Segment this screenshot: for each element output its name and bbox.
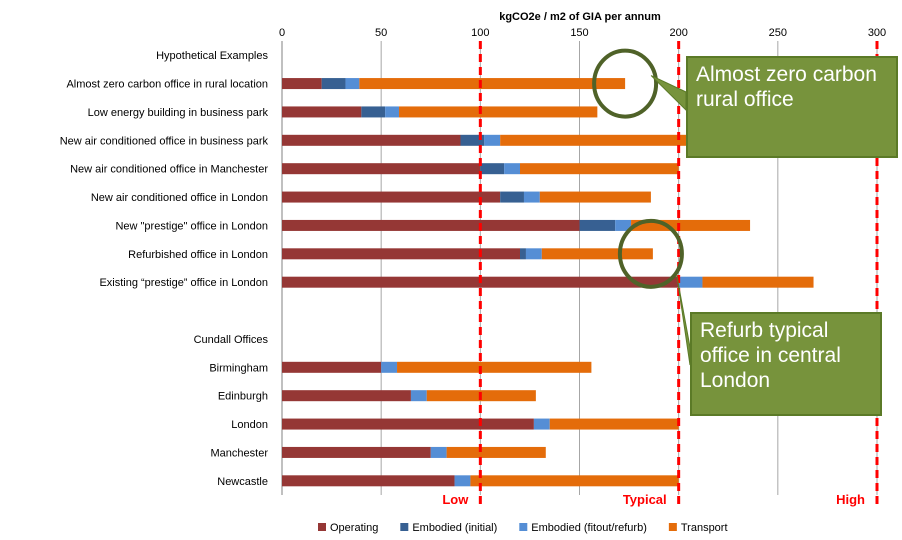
- bar-segment-operating: [282, 106, 362, 118]
- legend-label: Embodied (fitout/refurb): [531, 522, 647, 534]
- reference-lines: Low Typical High: [442, 41, 879, 508]
- bar-segment-transport: [500, 134, 713, 146]
- bar-segment-embodied-initial-: [579, 219, 616, 231]
- bar-segment-embodied-fitout-refurb-: [678, 276, 703, 288]
- category-label: Existing “prestige” office in London: [99, 277, 268, 289]
- bar-segment-transport: [631, 219, 751, 231]
- reference-label-typical: Typical: [623, 492, 667, 507]
- category-label: Low energy building in business park: [88, 107, 269, 119]
- category-label: Almost zero carbon office in rural locat…: [66, 79, 268, 91]
- legend-swatch: [519, 523, 528, 531]
- bar-segment-embodied-fitout-refurb-: [504, 163, 520, 175]
- highlight-circles: [592, 48, 684, 289]
- bar-segment-transport: [520, 163, 679, 175]
- legend-swatch: [400, 523, 409, 531]
- bar-segment-transport: [359, 78, 626, 90]
- bar-segment-embodied-initial-: [500, 191, 524, 203]
- x-tick-label: 0: [279, 27, 285, 39]
- bar-segment-embodied-initial-: [361, 106, 386, 118]
- bar-segment-transport: [446, 446, 546, 458]
- legend-swatch: [668, 523, 677, 531]
- legend-swatch: [318, 523, 326, 531]
- bar-segment-embodied-fitout-refurb-: [410, 390, 427, 402]
- bar-segment-operating: [282, 191, 501, 203]
- highlight-circle: [617, 218, 684, 289]
- category-label: Manchester: [211, 447, 269, 459]
- reference-label-high: High: [836, 492, 865, 507]
- category-label: Edinburgh: [218, 391, 268, 403]
- bar-segment-embodied-fitout-refurb-: [523, 191, 540, 203]
- bar-segment-embodied-fitout-refurb-: [385, 106, 400, 118]
- category-label: Refurbished office in London: [128, 249, 268, 261]
- bar-segment-transport: [541, 248, 653, 260]
- bar-segment-operating: [282, 163, 481, 175]
- category-label: Birmingham: [209, 362, 268, 374]
- category-label: New air conditioned office in London: [91, 192, 268, 204]
- bar-segment-operating: [282, 418, 534, 430]
- bar-segment-embodied-initial-: [480, 163, 505, 175]
- bar-segment-embodied-fitout-refurb-: [484, 134, 501, 146]
- highlight-circle: [592, 48, 659, 119]
- bar-segment-transport: [549, 418, 679, 430]
- callout-refurb-office: Refurb typical office in central London: [690, 312, 882, 416]
- bar-segment-transport: [539, 191, 651, 203]
- bar-segment-operating: [282, 361, 382, 373]
- bar-segment-embodied-fitout-refurb-: [615, 219, 632, 231]
- reference-label-low: Low: [442, 492, 469, 507]
- bar-segment-operating: [282, 78, 322, 90]
- bar-segment-embodied-initial-: [460, 134, 485, 146]
- bar-segment-operating: [282, 219, 580, 231]
- bar-segment-operating: [282, 390, 411, 402]
- category-label: Newcastle: [217, 476, 268, 488]
- chart-title: kgCO2e / m2 of GIA per annum: [499, 11, 661, 23]
- bar-segment-operating: [282, 134, 461, 146]
- x-axis-ticks: 0 50 100 150 200 250 300: [279, 27, 886, 39]
- category-label: New air conditioned office in business p…: [60, 135, 269, 147]
- bar-segment-embodied-fitout-refurb-: [454, 475, 471, 487]
- x-tick-label: 300: [868, 27, 886, 39]
- category-label: London: [231, 419, 268, 431]
- bar-segment-operating: [282, 446, 431, 458]
- bar-segment-embodied-initial-: [520, 248, 526, 260]
- bar-segment-transport: [399, 106, 598, 118]
- x-tick-label: 50: [375, 27, 387, 39]
- legend: Operating Embodied (initial) Embodied (fit…: [318, 522, 728, 534]
- x-tick-label: 100: [471, 27, 489, 39]
- callout-rural-office: Almost zero carbon rural office: [686, 56, 898, 158]
- x-tick-label: 250: [769, 27, 787, 39]
- category-labels: Hypothetical Examples Almost zero carbon …: [60, 50, 269, 488]
- bar-segment-embodied-fitout-refurb-: [533, 418, 550, 430]
- bar-segment-embodied-fitout-refurb-: [525, 248, 542, 260]
- category-label: Hypothetical Examples: [156, 50, 268, 62]
- legend-label: Transport: [681, 522, 728, 534]
- bar-segment-operating: [282, 475, 455, 487]
- category-label: New "prestige" office in London: [115, 220, 268, 232]
- x-tick-label: 200: [669, 27, 687, 39]
- category-label: Cundall Offices: [194, 334, 269, 346]
- bar-segment-embodied-fitout-refurb-: [381, 361, 398, 373]
- bar-segment-transport: [470, 475, 679, 487]
- x-tick-label: 150: [570, 27, 588, 39]
- bar-segment-embodied-fitout-refurb-: [430, 446, 447, 458]
- category-label: New air conditioned office in Manchester: [70, 164, 268, 176]
- bar-segment-embodied-fitout-refurb-: [345, 78, 360, 90]
- bar-segment-transport: [702, 276, 814, 288]
- bar-segment-operating: [282, 248, 520, 260]
- legend-label: Operating: [330, 522, 378, 534]
- bar-segment-transport: [397, 361, 592, 373]
- bar-segment-embodied-initial-: [321, 78, 346, 90]
- legend-label: Embodied (initial): [412, 522, 497, 534]
